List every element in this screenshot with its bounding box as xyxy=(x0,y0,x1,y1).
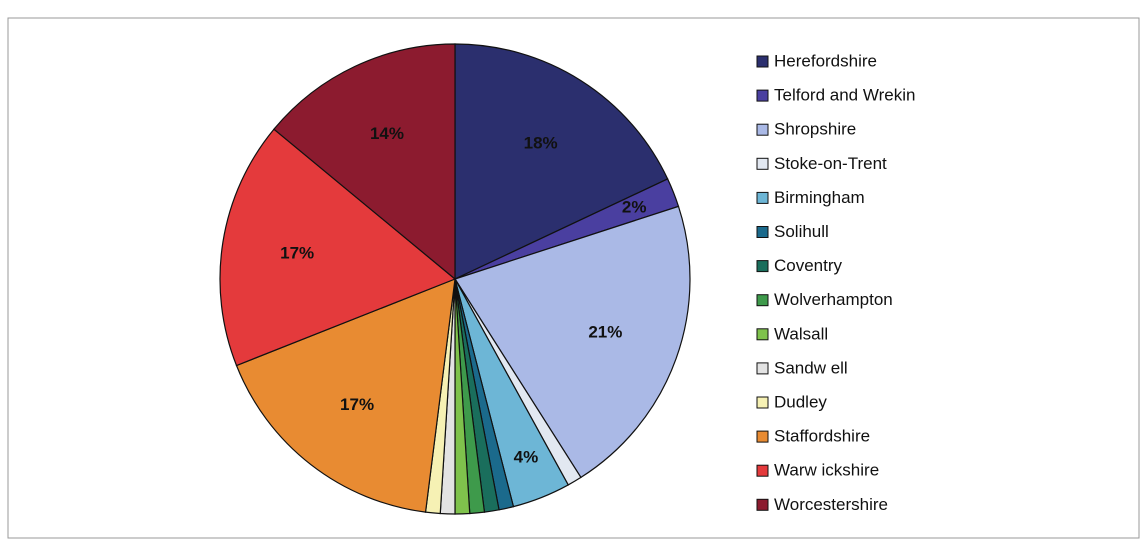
legend-swatch xyxy=(756,464,769,477)
legend-swatch xyxy=(756,123,769,136)
legend-label: Staffordshire xyxy=(774,427,870,446)
legend-label: Dudley xyxy=(774,392,827,411)
legend-swatch xyxy=(756,498,769,511)
legend-label: Telford and Wrekin xyxy=(774,86,915,105)
legend-label: Walsall xyxy=(774,324,828,343)
pie-slice xyxy=(235,278,456,513)
legend-swatch xyxy=(756,396,769,409)
slice-label: 2% xyxy=(622,198,647,217)
pie-slice xyxy=(219,128,457,367)
legend-swatch xyxy=(756,328,769,341)
slice-label: 17% xyxy=(280,243,314,262)
legend-label: Shropshire xyxy=(774,120,856,139)
pie-slice xyxy=(454,205,691,479)
legend-label: Solihull xyxy=(774,222,829,241)
legend-swatch xyxy=(756,430,769,443)
legend-label: Sandw ell xyxy=(774,358,848,377)
slice-label: 17% xyxy=(340,395,374,414)
legend-swatch xyxy=(756,157,769,170)
legend-swatch xyxy=(756,294,769,307)
slice-label: 21% xyxy=(588,323,622,342)
legend-swatch xyxy=(756,55,769,68)
legend-swatch xyxy=(756,362,769,375)
slice-label: 14% xyxy=(370,124,404,143)
legend-label: Birmingham xyxy=(774,188,865,207)
pie-slice xyxy=(273,43,456,281)
slice-label: 4% xyxy=(514,448,539,467)
legend-label: Warw ickshire xyxy=(774,461,879,480)
legend-swatch xyxy=(756,226,769,238)
legend-label: Worcestershire xyxy=(774,495,888,514)
legend-swatch xyxy=(756,260,769,273)
legend-label: Coventry xyxy=(774,256,843,275)
legend-label: Stoke-on-Trent xyxy=(774,154,887,173)
legend-swatch xyxy=(756,89,769,102)
legend-swatch xyxy=(756,191,769,204)
legend-label: Wolverhampton xyxy=(774,290,893,309)
slice-label: 18% xyxy=(524,134,558,153)
legend-label: Herefordshire xyxy=(774,51,877,70)
pie-slice xyxy=(454,43,669,280)
